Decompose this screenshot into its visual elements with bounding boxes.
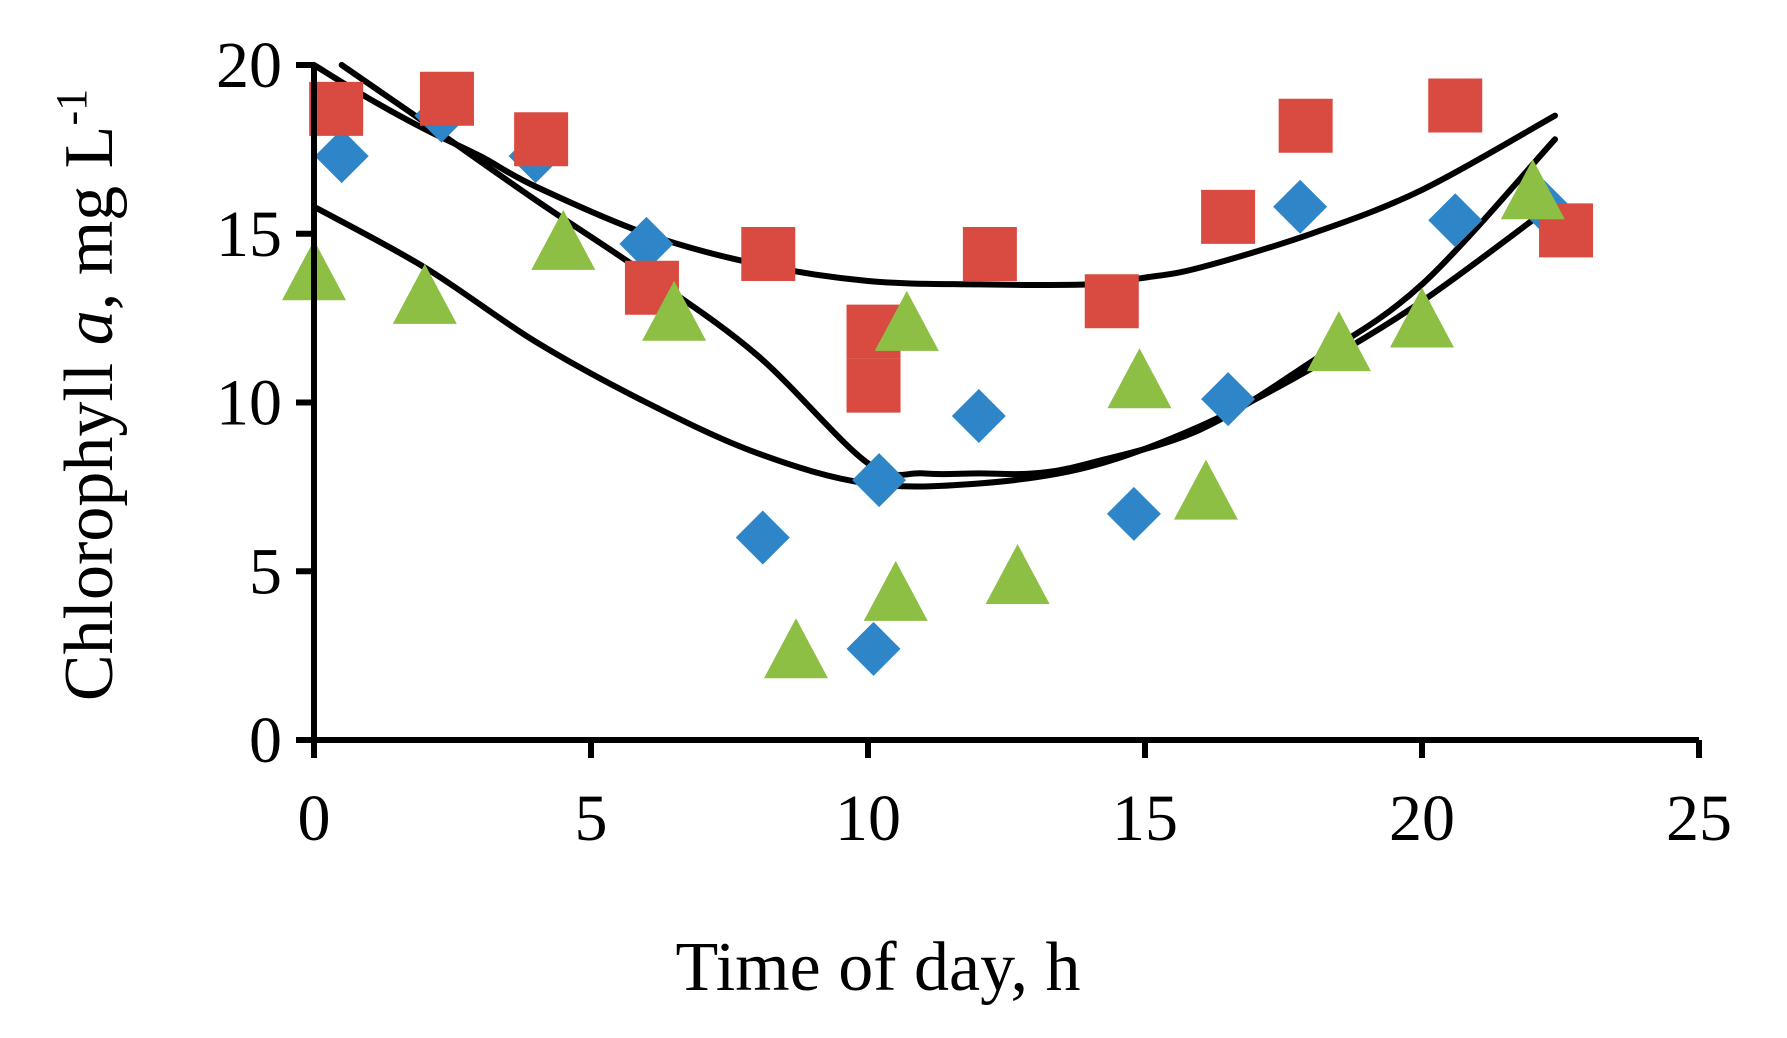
green-triangle-point <box>985 544 1050 604</box>
blue-diamond-point <box>846 621 901 676</box>
x-tick-label: 5 <box>575 782 608 855</box>
y-axis-title-suffix: , mg L <box>51 126 128 311</box>
blue-diamond-point <box>619 216 674 271</box>
red-trendline <box>311 62 1558 289</box>
red-square-point <box>846 358 901 413</box>
green-triangle-point <box>763 618 828 679</box>
green-triangle-point <box>1107 348 1172 409</box>
blue-diamond-point <box>735 510 790 565</box>
green-triangle-point <box>1173 459 1238 520</box>
green-triangle-point <box>1500 159 1565 220</box>
red-square-point <box>962 227 1017 281</box>
green-triangle-point <box>863 560 928 621</box>
red-square-point <box>309 81 364 136</box>
blue-diamond-point <box>951 389 1006 443</box>
y-tick-label: 20 <box>216 29 282 102</box>
y-axis-title-prefix: Chlorophyll <box>51 345 128 701</box>
green-triangle-point <box>392 263 457 324</box>
y-axis-title: Chlorophyll a, mg L-1 <box>47 89 128 701</box>
blue-diamond-point <box>1201 372 1256 427</box>
red-square-point <box>1278 98 1333 153</box>
x-tick-label: 25 <box>1666 782 1732 855</box>
y-tick-label: 10 <box>216 367 282 440</box>
green-triangle-point <box>1390 287 1454 348</box>
x-tick-label: 20 <box>1389 782 1455 855</box>
red-square-point <box>741 227 796 281</box>
red-square-point <box>1084 274 1139 329</box>
x-tick-label: 10 <box>835 782 901 855</box>
blue-diamond-point <box>1428 193 1483 248</box>
x-axis-title: Time of day, h <box>675 929 1080 1006</box>
trendlines <box>311 62 1558 490</box>
y-tick-label: 0 <box>249 704 282 777</box>
green-triangle-point <box>874 290 939 351</box>
blue-diamond-point <box>1106 486 1161 541</box>
data-points <box>282 71 1594 679</box>
red-square-point <box>419 71 474 126</box>
y-tick-label: 15 <box>216 198 282 271</box>
green-triangle-point <box>531 209 596 270</box>
red-square-point <box>514 112 569 167</box>
red-square-point <box>1201 189 1256 244</box>
y-axis-title-superscript: -1 <box>47 89 96 126</box>
x-tick-label: 0 <box>298 782 331 855</box>
x-tick-label: 15 <box>1112 782 1178 855</box>
y-axis-title-italic: a <box>51 310 128 345</box>
red-square-point <box>1428 78 1483 133</box>
blue-diamond-point <box>1273 179 1328 234</box>
y-tick-label: 5 <box>249 535 282 608</box>
green-triangle-point <box>642 280 707 341</box>
blue-diamond-point <box>852 453 907 508</box>
green-triangle-point <box>1306 311 1371 372</box>
ticks: 0 5 10 15 20 25 0 5 10 15 20 <box>216 29 1732 855</box>
blue-diamond-point <box>314 129 369 184</box>
